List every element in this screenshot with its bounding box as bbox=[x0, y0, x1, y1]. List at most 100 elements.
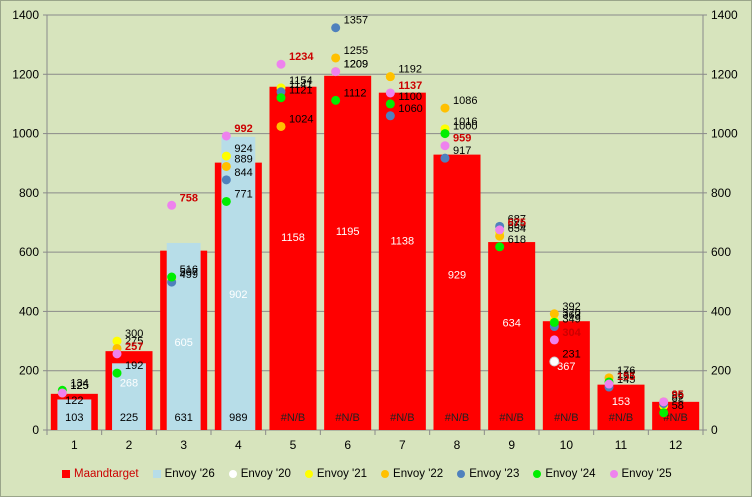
point-envoy25 bbox=[659, 397, 669, 407]
y2-tick-label: 800 bbox=[711, 186, 731, 200]
data-label-envoy22: 889 bbox=[234, 153, 252, 165]
x-tick-label: 6 bbox=[344, 438, 351, 452]
point-envoy23 bbox=[331, 23, 341, 33]
data-label-maandtarget: 634 bbox=[502, 318, 520, 330]
point-envoy24 bbox=[659, 408, 669, 418]
point-envoy23 bbox=[440, 153, 450, 163]
data-label-envoy22: 1255 bbox=[344, 45, 368, 57]
data-label-envoy25: 304 bbox=[562, 327, 581, 339]
data-label-envoy26: #N/B bbox=[390, 412, 414, 424]
data-label-envoy20: 231 bbox=[562, 349, 580, 361]
bar-maandtarget bbox=[269, 86, 317, 430]
legend-label: Envoy '21 bbox=[316, 468, 368, 480]
legend: Maandtarget Envoy '26 Envoy '20 Envoy '2… bbox=[62, 468, 672, 480]
data-label-envoy24: 363 bbox=[562, 309, 580, 321]
y2-tick-label: 0 bbox=[711, 423, 718, 437]
point-envoy23 bbox=[385, 111, 395, 121]
data-label-envoy22: 654 bbox=[508, 223, 526, 235]
legend-item-envoy20: Envoy '20 bbox=[228, 468, 291, 480]
point-envoy21 bbox=[221, 151, 231, 161]
legend-item-envoy24: Envoy '24 bbox=[533, 468, 596, 480]
data-label-envoy24: 1100 bbox=[398, 91, 422, 103]
legend-item-maandtarget: Maandtarget bbox=[62, 468, 139, 480]
point-envoy24 bbox=[221, 196, 231, 206]
data-label-envoy26: #N/B bbox=[609, 412, 633, 424]
data-label-envoy25: 1137 bbox=[398, 80, 422, 92]
data-label-envoy21: 82 bbox=[672, 393, 684, 405]
point-envoy24 bbox=[549, 317, 559, 327]
point-envoy24 bbox=[112, 368, 122, 378]
data-label-envoy21: 666 bbox=[508, 220, 526, 232]
data-label-maandtarget: 1195 bbox=[336, 226, 360, 238]
point-envoy24 bbox=[331, 95, 341, 105]
data-label-envoy25: 992 bbox=[234, 123, 252, 135]
x-tick-label: 3 bbox=[180, 438, 187, 452]
bar-maandtarget bbox=[324, 75, 372, 431]
legend-swatch bbox=[228, 470, 237, 478]
data-label-envoy24: 192 bbox=[125, 360, 143, 372]
data-label-envoy22: 275 bbox=[125, 335, 143, 347]
legend-item-envoy22: Envoy '22 bbox=[381, 468, 443, 480]
x-tick-label: 2 bbox=[126, 438, 133, 452]
data-label-envoy26: #N/B bbox=[499, 412, 523, 424]
legend-swatch bbox=[152, 470, 161, 478]
y2-tick-label: 400 bbox=[711, 304, 731, 318]
point-envoy24 bbox=[167, 272, 177, 282]
legend-swatch bbox=[533, 470, 542, 478]
data-label-envoy26: 989 bbox=[229, 412, 247, 424]
x-tick-label: 5 bbox=[290, 438, 297, 452]
bar-envoy26 bbox=[221, 136, 256, 430]
data-label-envoy23: 499 bbox=[180, 269, 198, 281]
data-label-envoy21: 157 bbox=[617, 370, 635, 382]
data-label-envoy25: 675 bbox=[508, 217, 526, 229]
data-label-envoy23: 1141 bbox=[289, 79, 313, 91]
plot-area bbox=[47, 15, 703, 430]
point-envoy21 bbox=[112, 336, 122, 346]
point-envoy25 bbox=[112, 349, 122, 359]
data-label-envoy26: 631 bbox=[174, 412, 192, 424]
point-envoy22 bbox=[440, 103, 450, 113]
data-label-maandtarget: 1138 bbox=[391, 235, 415, 247]
point-envoy22 bbox=[331, 53, 341, 63]
data-label-envoy26: 225 bbox=[120, 412, 138, 424]
data-label-envoy23: 89 bbox=[672, 391, 684, 403]
x-tick-label: 9 bbox=[508, 438, 515, 452]
y-tick-label: 0 bbox=[32, 423, 39, 437]
legend-swatch bbox=[609, 470, 618, 478]
point-envoy24 bbox=[385, 99, 395, 109]
x-tick-label: 1 bbox=[71, 438, 78, 452]
y-tick-label: 1000 bbox=[12, 127, 39, 141]
point-envoy25 bbox=[604, 379, 614, 389]
y-tick-label: 600 bbox=[19, 245, 39, 259]
data-label-envoy23: 917 bbox=[453, 145, 471, 157]
data-label-envoy26: #N/B bbox=[335, 412, 359, 424]
bar-maandtarget bbox=[488, 242, 536, 430]
data-label-envoy21: 1209 bbox=[344, 59, 368, 71]
data-label-envoy26: #N/B bbox=[445, 412, 469, 424]
data-label-maandtarget: 1158 bbox=[281, 232, 305, 244]
x-tick-label: 10 bbox=[560, 438, 574, 452]
legend-label: Envoy '20 bbox=[240, 468, 291, 480]
y-tick-label: 200 bbox=[19, 364, 39, 378]
data-label-envoy24: 58 bbox=[672, 400, 684, 412]
data-label-envoy26: 103 bbox=[65, 412, 83, 424]
data-label-maandtarget: 367 bbox=[557, 361, 575, 373]
legend-label: Maandtarget bbox=[74, 468, 139, 480]
data-label-envoy24: 516 bbox=[180, 264, 198, 276]
data-label-envoy21: 370 bbox=[562, 307, 580, 319]
data-label-envoy24: 162 bbox=[617, 369, 635, 381]
x-tick-label: 12 bbox=[669, 438, 683, 452]
y2-tick-label: 1400 bbox=[711, 8, 738, 22]
data-label-envoy25: 257 bbox=[125, 341, 143, 353]
point-envoy25 bbox=[276, 59, 286, 69]
legend-swatch bbox=[304, 470, 313, 478]
y-tick-label: 800 bbox=[19, 186, 39, 200]
data-label-envoy22: 1024 bbox=[289, 113, 313, 125]
bar-maandtarget bbox=[378, 92, 426, 431]
bar-envoy26 bbox=[57, 399, 92, 430]
data-label-envoy22: 176 bbox=[617, 365, 635, 377]
data-label-envoy23: 1357 bbox=[344, 15, 368, 27]
data-label-envoy23: 687 bbox=[508, 213, 526, 225]
data-label-envoy22: 1086 bbox=[453, 95, 477, 107]
